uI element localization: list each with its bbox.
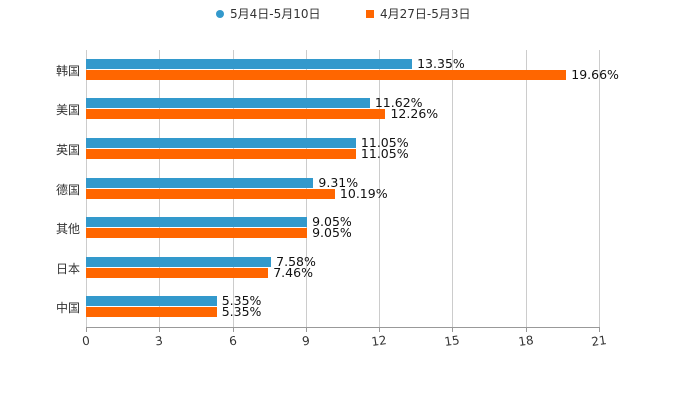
bar-series-2[interactable] xyxy=(86,148,356,159)
x-axis-tick xyxy=(232,327,234,332)
x-axis-tick xyxy=(159,327,161,332)
bar-value-label: 9.05% xyxy=(312,225,352,241)
bar-value-label: 10.19% xyxy=(339,185,388,201)
gridline xyxy=(525,50,527,327)
category-label: 美国 xyxy=(55,103,80,118)
bar-value-label: 11.05% xyxy=(360,145,409,161)
bar-series-1[interactable] xyxy=(86,296,217,307)
bar-value-label: 7.58% xyxy=(276,253,316,269)
bar-series-1[interactable] xyxy=(86,58,413,69)
bar-value-label: 9.31% xyxy=(318,174,359,190)
bar-value-label: 5.35% xyxy=(221,293,262,309)
x-axis-tick-label: 15 xyxy=(443,333,461,349)
bar-series-2[interactable] xyxy=(86,109,386,120)
x-axis-tick xyxy=(599,327,600,332)
x-axis-tick xyxy=(86,327,87,332)
bar-series-2[interactable] xyxy=(86,69,567,80)
x-axis-line xyxy=(86,327,600,328)
bar-series-2[interactable] xyxy=(86,267,269,278)
category-label: 德国 xyxy=(55,182,80,197)
legend-circle-icon xyxy=(216,9,224,18)
legend-item-series-2[interactable]: 4月27日-5月3日 xyxy=(366,5,471,22)
bar-value-label: 13.35% xyxy=(417,55,465,71)
category-label: 其他 xyxy=(55,222,80,237)
legend-label: 4月27日-5月3日 xyxy=(380,7,471,21)
x-axis-tick-label: 0 xyxy=(81,333,91,349)
gridline xyxy=(599,50,600,327)
legend-label: 5月4日-5月10日 xyxy=(230,7,321,21)
x-axis-tick-label: 21 xyxy=(590,333,608,349)
legend-item-series-1[interactable]: 5月4日-5月10日 xyxy=(216,5,321,22)
bar-series-1[interactable] xyxy=(86,98,370,109)
x-axis-tick-label: 18 xyxy=(517,333,535,349)
x-axis-tick-label: 9 xyxy=(301,333,311,349)
bar-series-1[interactable] xyxy=(86,217,308,228)
bar-series-1[interactable] xyxy=(86,256,272,267)
category-label: 韩国 xyxy=(55,63,80,78)
bar-value-label: 19.66% xyxy=(571,66,619,82)
chart-legend: 5月4日-5月10日 4月27日-5月3日 xyxy=(0,5,700,23)
x-axis-tick-label: 3 xyxy=(154,333,165,349)
x-axis-tick xyxy=(452,327,454,332)
bar-value-label: 11.05% xyxy=(360,134,409,150)
x-axis-tick-label: 12 xyxy=(370,333,388,349)
gridline xyxy=(452,50,454,327)
x-axis-tick xyxy=(305,327,307,332)
bar-value-label: 7.46% xyxy=(273,264,313,280)
legend-square-icon xyxy=(366,9,374,18)
x-axis-tick-label: 6 xyxy=(227,333,238,349)
x-axis-tick xyxy=(525,327,527,332)
bar-series-2[interactable] xyxy=(86,188,335,199)
bar-value-label: 9.05% xyxy=(312,214,352,230)
category-label: 日本 xyxy=(55,261,80,276)
bar-series-2[interactable] xyxy=(86,228,308,239)
category-label: 中国 xyxy=(55,301,80,316)
category-label: 英国 xyxy=(55,142,80,157)
bar-value-label: 5.35% xyxy=(221,304,262,320)
bar-value-label: 12.26% xyxy=(390,106,439,122)
bar-series-1[interactable] xyxy=(86,177,314,188)
bar-series-1[interactable] xyxy=(86,137,356,148)
x-axis-tick xyxy=(379,327,381,332)
gridline xyxy=(379,50,381,327)
bar-series-2[interactable] xyxy=(86,307,217,318)
bar-value-label: 11.62% xyxy=(374,95,423,111)
